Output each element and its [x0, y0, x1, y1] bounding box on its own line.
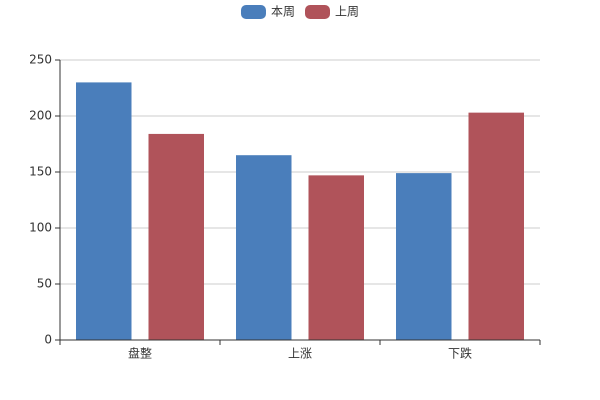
y-tick-label: 0	[44, 333, 52, 347]
bar[interactable]	[76, 82, 132, 341]
y-tick-label: 150	[29, 165, 52, 179]
bar[interactable]	[468, 112, 525, 340]
legend-label[interactable]: 上周	[335, 5, 359, 19]
legend-swatch[interactable]	[240, 5, 266, 19]
legend-swatch[interactable]	[305, 5, 330, 19]
bar[interactable]	[236, 155, 292, 340]
y-tick-label: 50	[37, 277, 52, 291]
x-tick-label: 上涨	[288, 346, 312, 361]
legend-label[interactable]: 本周	[271, 5, 295, 19]
bar[interactable]	[396, 173, 452, 340]
bar[interactable]	[148, 133, 205, 340]
y-tick-label: 200	[29, 109, 52, 123]
x-tick-label: 下跌	[448, 346, 472, 361]
y-tick-label: 250	[29, 53, 52, 67]
x-tick-label: 盘整	[128, 346, 152, 361]
bar[interactable]	[308, 175, 365, 340]
y-tick-label: 100	[29, 221, 52, 235]
